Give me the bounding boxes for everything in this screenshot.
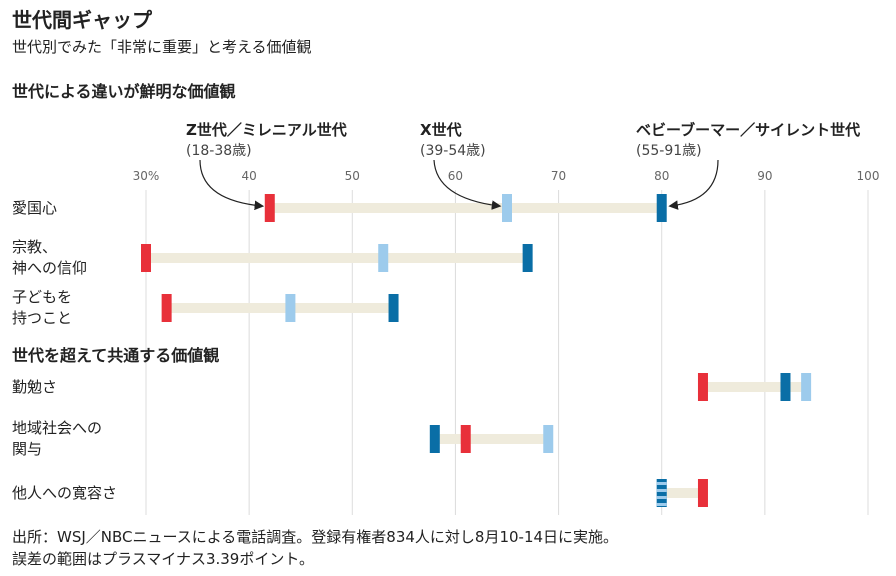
- legend-series-name: X世代: [420, 121, 462, 139]
- data-mark: [161, 294, 172, 322]
- chart-subtitle: 世代別でみた「非常に重要」と考える価値観: [12, 38, 312, 56]
- x-tick-label: 90: [757, 169, 772, 183]
- x-tick-label: 80: [654, 169, 669, 183]
- source-note: 出所：WSJ／NBCニュースによる電話調査。登録有権者834人に対し8月10-1…: [12, 526, 618, 570]
- data-mark: [460, 425, 471, 453]
- legend-arrow: [668, 159, 719, 210]
- legend-series-range: (55-91歳): [636, 143, 702, 159]
- x-tick-label: 70: [551, 169, 566, 183]
- row-label: 地域社会への: [12, 419, 102, 437]
- row-label: 持つこと: [12, 309, 72, 327]
- row-label: 宗教、: [12, 238, 57, 256]
- row-label: 他人への寛容さ: [12, 484, 117, 502]
- section-title: 世代による違いが鮮明な価値観: [12, 82, 236, 101]
- x-tick-label: 50: [345, 169, 360, 183]
- range-bar: [166, 303, 394, 313]
- data-mark: [780, 373, 791, 401]
- data-mark: [429, 425, 440, 453]
- data-mark-stripe: [656, 482, 667, 485]
- margin-of-error-line: 誤差の範囲はプラスマイナス3.39ポイント。: [12, 550, 315, 568]
- dot-range-chart: 30% 40 50 60 70 80 90 100 世代による違いが鮮明な価値観愛国心宗教、神へ…: [12, 82, 880, 515]
- legend-arrow: [433, 159, 502, 210]
- range-bar: [702, 382, 807, 392]
- row-label: 神への信仰: [12, 259, 87, 277]
- data-mark: [543, 425, 554, 453]
- x-tick-label: 40: [242, 169, 257, 183]
- data-mark-stripe: [656, 489, 667, 492]
- data-mark: [285, 294, 296, 322]
- data-mark: [522, 244, 533, 272]
- data-mark: [656, 479, 667, 507]
- data-mark: [801, 373, 812, 401]
- data-mark: [378, 244, 389, 272]
- legend-arrow: [199, 159, 265, 211]
- data-mark: [502, 194, 512, 222]
- legend-series-range: (39-54歳): [420, 143, 486, 159]
- row-label: 愛国心: [12, 199, 57, 217]
- range-bar: [146, 253, 528, 263]
- x-tick-label: 60: [448, 169, 463, 183]
- x-tick-label: 30%: [133, 169, 160, 183]
- section-title: 世代を超えて共通する価値観: [12, 346, 219, 365]
- row-label: 勤勉さ: [12, 378, 57, 396]
- legend-series-name: ベビーブーマー／サイレント世代: [636, 121, 860, 139]
- range-bar: [661, 488, 703, 498]
- range-bar: [269, 203, 662, 213]
- data-mark: [264, 194, 275, 222]
- row-label: 関与: [12, 440, 42, 458]
- data-mark: [697, 479, 708, 507]
- data-mark: [141, 244, 151, 272]
- chart-title: 世代間ギャップ: [12, 8, 152, 32]
- data-mark: [388, 294, 399, 322]
- row-label: 子どもを: [12, 288, 72, 306]
- data-mark: [697, 373, 708, 401]
- x-tick-label: 100: [857, 169, 880, 183]
- legend-series-range: (18-38歳): [186, 143, 252, 159]
- range-bar: [434, 434, 549, 444]
- data-mark: [656, 194, 667, 222]
- legend-series-name: Z世代／ミレニアル世代: [186, 121, 347, 139]
- source-line: 出所：WSJ／NBCニュースによる電話調査。登録有権者834人に対し8月10-1…: [12, 528, 619, 546]
- data-mark-stripe: [656, 496, 667, 499]
- data-mark-stripe: [656, 503, 667, 506]
